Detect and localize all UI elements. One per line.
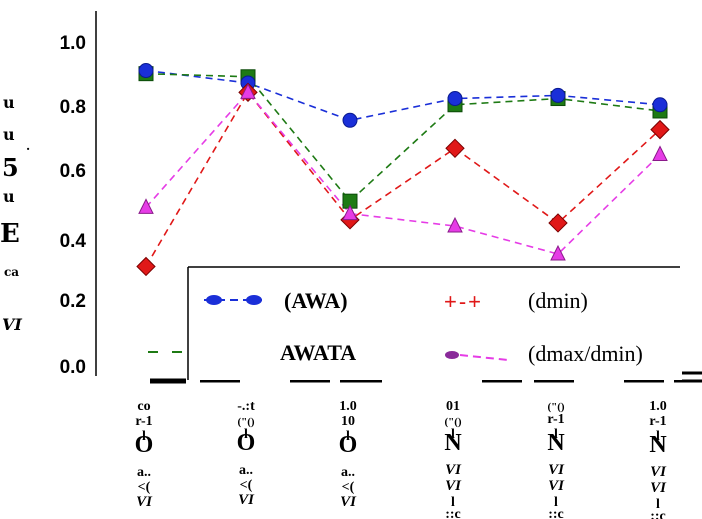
legend-label: (dmax/dmin)	[528, 341, 643, 366]
legend-swatch-marker	[445, 351, 459, 359]
y-axis-label-fragment: VI	[2, 315, 22, 334]
x-tick-label-fragment: 1.0	[649, 399, 667, 414]
x-tick-label-fragment: N	[444, 430, 462, 456]
legend-entry-awata: AWATA	[148, 340, 356, 365]
x-tick-label-fragment: l	[554, 495, 558, 510]
legend: (AWA) +-+ (dmin) AWATA (dmax/dmin)	[148, 266, 682, 380]
x-tick-label-fragment: VI	[238, 492, 255, 508]
x-tick-label-fragment: l	[656, 497, 660, 512]
legend-label: (AWA)	[284, 288, 348, 313]
x-tick-label-fragment: N	[649, 432, 667, 458]
x-tick-label-fragment: ::c	[548, 507, 564, 519]
x-tick-label-fragment: l	[346, 429, 350, 444]
y-tick-label: 0.6	[60, 161, 86, 182]
x-tick-labels: cor-1lOa..<(VI-.:t("()lOa..<(VI1.010lOa.…	[135, 399, 668, 519]
x-tick-label-fragment: ("()	[444, 416, 461, 428]
data-point-marker	[445, 138, 465, 159]
legend-entry-dmin: +-+ (dmin)	[444, 288, 588, 314]
series-markers	[136, 63, 670, 277]
legend-entry-dmax-dmin: (dmax/dmin)	[445, 341, 643, 366]
legend-swatch-marker	[206, 295, 222, 305]
x-tick-label-fragment: l	[554, 427, 558, 442]
legend-label: (dmin)	[528, 288, 588, 313]
series-line	[145, 69, 661, 122]
series-line	[145, 72, 661, 203]
legend-label: AWATA	[280, 340, 356, 365]
y-tick-label: 0.8	[60, 97, 86, 118]
y-axis-label-fragment: ca	[4, 265, 19, 279]
x-tick-label-fragment: a..	[137, 465, 151, 480]
x-tick-label-fragment: <(	[138, 480, 151, 495]
x-tick-label-fragment: a..	[341, 465, 355, 480]
x-tick-label-fragment: 1.0	[339, 399, 357, 414]
series-lines	[145, 69, 661, 267]
data-point-marker	[138, 198, 154, 214]
x-tick-label-fragment: r-1	[547, 412, 564, 427]
y-tick-label: 0.4	[60, 231, 87, 252]
data-point-marker	[342, 204, 358, 221]
y-axis-label-fragment: u	[3, 125, 15, 144]
data-point-marker	[342, 112, 358, 128]
x-tick-label-fragment: l	[142, 429, 146, 444]
legend-entry-awa: (AWA)	[204, 288, 348, 313]
x-tick-label-fragment: l	[451, 427, 455, 442]
data-point-marker	[138, 63, 154, 79]
x-tick-label-fragment: VI	[650, 464, 667, 480]
legend-swatch-line	[459, 354, 509, 361]
data-point-marker	[447, 91, 463, 107]
x-tick-label-fragment: O	[135, 432, 154, 458]
x-tick-label-fragment: O	[237, 430, 256, 456]
x-tick-label-fragment: 01	[446, 399, 460, 414]
x-tick-label-fragment: VI	[445, 478, 462, 494]
x-tick-label-fragment: co	[137, 399, 150, 414]
x-tick-label-fragment: ("()	[547, 401, 564, 413]
x-tick-label-fragment: VI	[136, 494, 153, 510]
data-point-marker	[550, 87, 566, 103]
x-tick-label-fragment: ::c	[650, 509, 666, 519]
y-axis-label-fragment: 5	[2, 153, 19, 182]
x-tick-label-fragment: ::c	[445, 507, 461, 519]
x-tick-label-fragment: VI	[548, 462, 565, 478]
x-tick-label-fragment: N	[547, 430, 565, 456]
x-tick-label-fragment: O	[339, 432, 358, 458]
x-tick-label-fragment: r-1	[649, 414, 666, 429]
x-tick-label-fragment: VI	[445, 462, 462, 478]
data-point-marker	[136, 256, 156, 277]
x-tick-label-fragment: l	[656, 429, 660, 444]
x-tick-label-fragment: VI	[340, 494, 357, 510]
legend-box	[188, 266, 682, 380]
legend-glyph: +-+	[444, 289, 483, 314]
y-axis-label-fragment: E	[0, 219, 20, 249]
y-tick-label: 0.2	[60, 291, 86, 312]
y-axis-label-fragment: u	[3, 93, 15, 112]
data-point-marker	[550, 244, 566, 261]
series-line	[145, 91, 661, 255]
x-tick-label-fragment: <(	[342, 480, 355, 495]
x-tick-label-fragment: ("()	[237, 416, 254, 428]
data-point-marker	[652, 145, 668, 162]
x-tick-label-fragment: VI	[650, 480, 667, 496]
y-axis-label-fragment: u	[3, 187, 15, 206]
data-point-marker	[548, 213, 568, 233]
x-tick-label-fragment: l	[451, 495, 455, 510]
y-tick-label: 1.0	[60, 33, 86, 54]
x-tick-label-fragment: a..	[239, 463, 253, 478]
x-tick-label-fragment: 10	[341, 414, 355, 429]
x-tick-label-fragment: VI	[548, 478, 565, 494]
x-tick-label-fragment: <(	[240, 478, 253, 493]
x-tick-label-fragment: r-1	[135, 414, 152, 429]
x-tick-label-fragment: l	[244, 427, 248, 442]
series-line	[145, 90, 661, 267]
data-point-marker	[650, 119, 670, 140]
data-point-marker	[447, 216, 463, 233]
x-tick-label-fragment: -.:t	[237, 399, 255, 414]
data-point-marker	[652, 97, 668, 113]
data-point-marker	[240, 83, 256, 99]
y-tick-label: 0.0	[60, 357, 86, 378]
y-axis-label-fragment: .	[26, 139, 30, 153]
y-tick-labels: 1.0 0.8 0.6 0.4 0.2 0.0	[60, 33, 87, 378]
legend-swatch-marker	[246, 295, 262, 305]
